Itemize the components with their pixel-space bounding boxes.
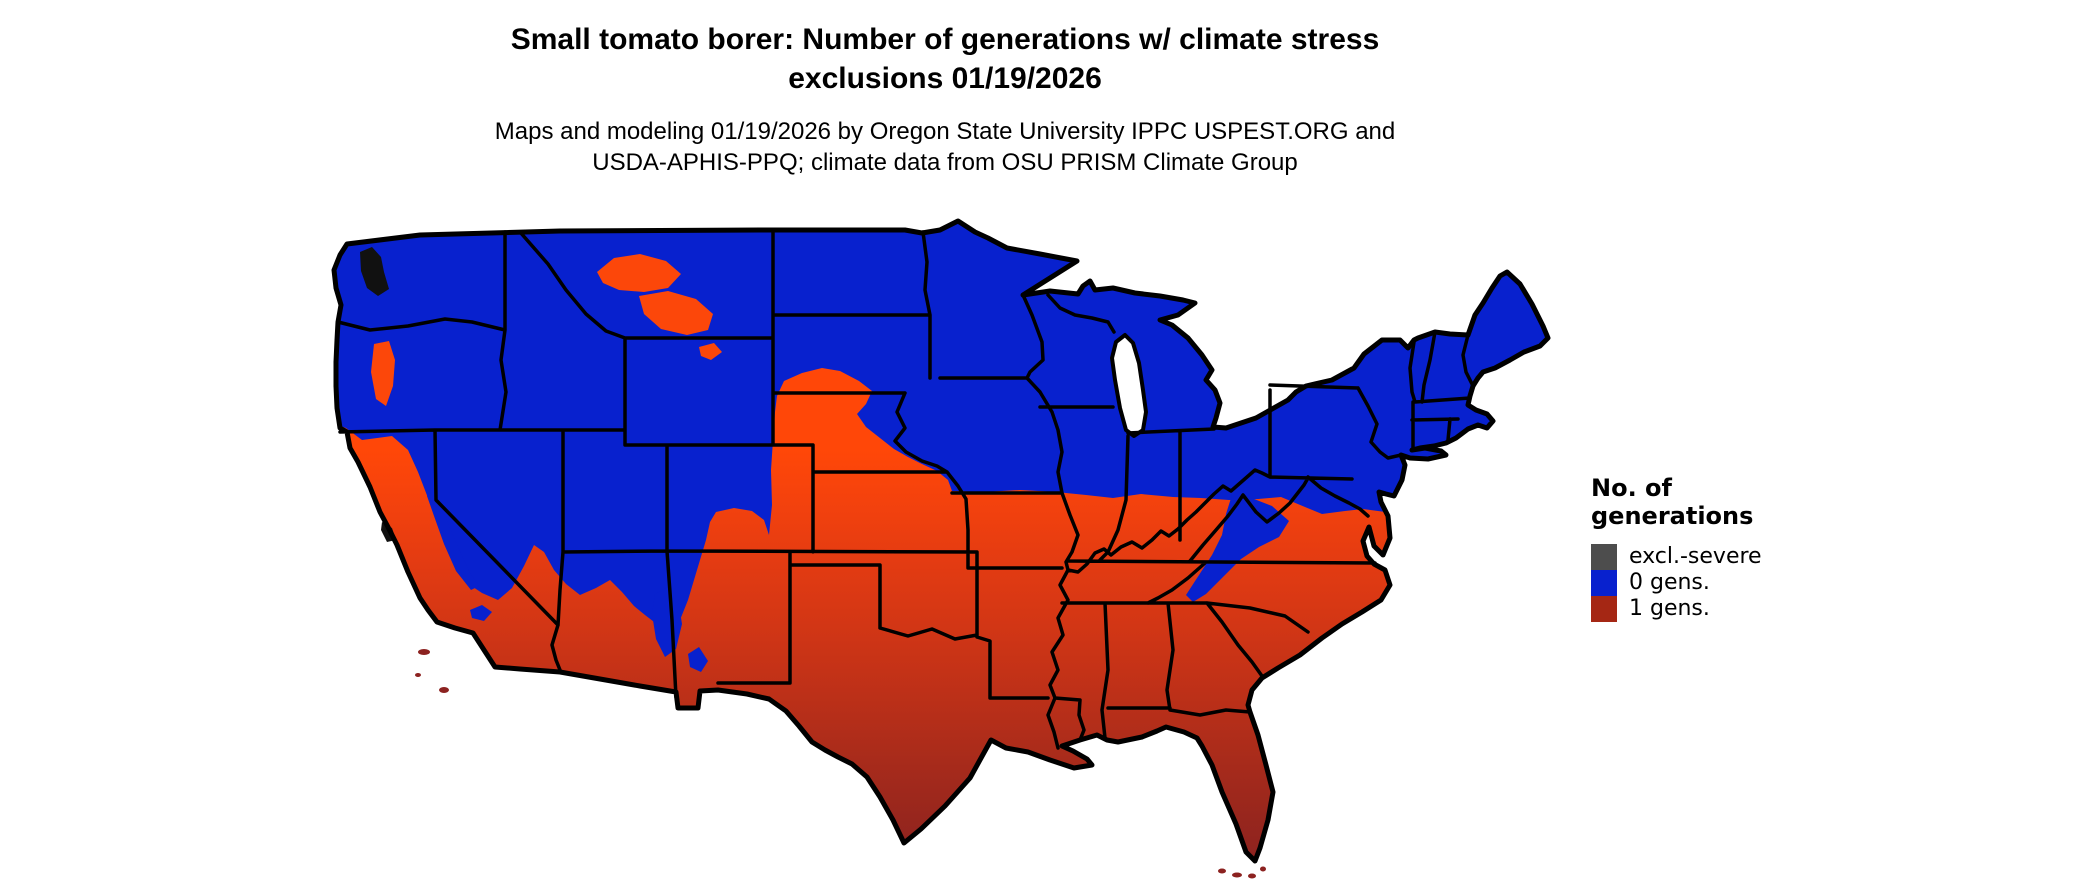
- blue-pocket-sierra-nevada: [427, 488, 479, 590]
- legend-label-0-gens: 0 gens.: [1629, 570, 1710, 595]
- orange-patch-oregon-coast-valley: [371, 341, 395, 406]
- blue-pocket-sacramento-mountains: [688, 647, 708, 672]
- legend-swatch-0-gens: [1591, 570, 1617, 596]
- orange-patch-idaho: [699, 343, 722, 360]
- orange-patch-montana-west: [597, 254, 681, 292]
- legend-item-excl-severe: excl.-severe: [1591, 544, 1851, 570]
- blue-pocket-socal-mountains: [470, 605, 492, 621]
- legend-label-excl-severe: excl.-severe: [1629, 544, 1762, 569]
- legend-title: No. of generations: [1591, 474, 1851, 530]
- orange-patch-montana-central: [639, 291, 713, 335]
- map-subtitle: Maps and modeling 01/19/2026 by Oregon S…: [345, 116, 1545, 178]
- legend-title-line1: No. of: [1591, 474, 1672, 502]
- map-title: Small tomato borer: Number of generation…: [345, 20, 1545, 98]
- map-title-line1: Small tomato borer: Number of generation…: [510, 23, 1380, 56]
- map-subtitle-line1: Maps and modeling 01/19/2026 by Oregon S…: [494, 118, 1396, 145]
- map-subtitle-line2: USDA-APHIS-PPQ; climate data from OSU PR…: [592, 149, 1298, 176]
- channel-islands: [415, 649, 449, 693]
- blue-pocket-appalachians: [1186, 495, 1289, 602]
- map-title-line2: exclusions 01/19/2026: [788, 62, 1102, 95]
- legend-item-1-gens: 1 gens.: [1591, 596, 1851, 622]
- us-outline: [331, 218, 1551, 864]
- legend-swatch-1-gens: [1591, 596, 1617, 622]
- state-borders: [336, 230, 1475, 750]
- puget-sound: [360, 247, 389, 296]
- legend-item-0-gens: 0 gens.: [1591, 570, 1851, 596]
- legend-items: excl.-severe 0 gens. 1 gens.: [1591, 544, 1851, 622]
- legend-swatch-excl-severe: [1591, 544, 1617, 570]
- legend-title-line2: generations: [1591, 502, 1754, 530]
- lake-michigan: [1110, 333, 1148, 438]
- florida-keys: [1218, 866, 1266, 879]
- legend-label-1-gens: 1 gens.: [1629, 596, 1710, 621]
- legend: No. of generations excl.-severe 0 gens. …: [1591, 474, 1851, 622]
